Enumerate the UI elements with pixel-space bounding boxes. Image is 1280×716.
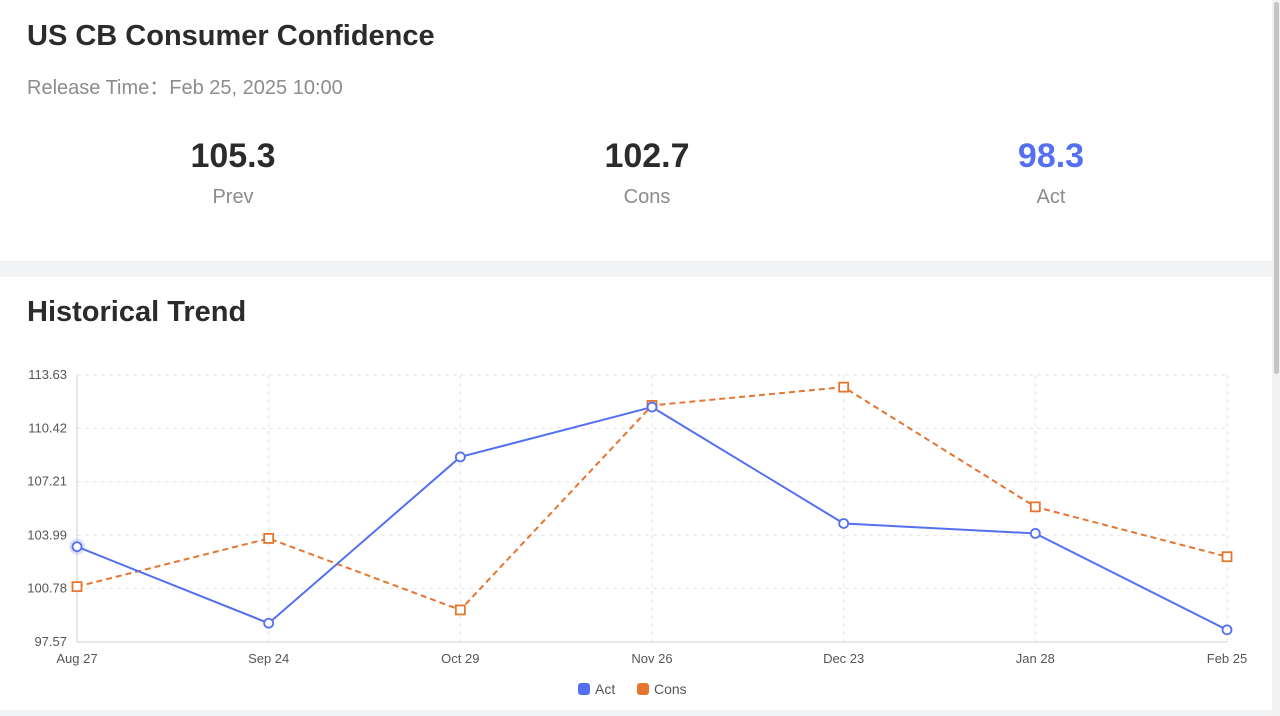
scrollbar[interactable] [1273, 0, 1280, 716]
trend-card [0, 277, 1272, 710]
summary-card [0, 0, 1272, 261]
y-tick-label: 103.99 [27, 527, 67, 542]
x-tick-label: Feb 25 [1207, 651, 1247, 666]
cons-value: 102.7 [604, 137, 690, 175]
point-act [71, 541, 83, 553]
x-tick-label: Jan 28 [1016, 651, 1055, 666]
y-tick-label: 107.21 [27, 474, 67, 489]
point-act [838, 518, 850, 529]
act-value: 98.3 [1017, 137, 1085, 175]
x-tick-label: Sep 24 [248, 651, 289, 666]
point-cons [838, 381, 850, 393]
y-tick-label: 100.78 [27, 581, 67, 596]
prev-label: Prev [212, 186, 254, 208]
point-cons [1029, 501, 1041, 513]
legend-swatch-cons[interactable] [637, 683, 649, 695]
point-cons [263, 533, 275, 544]
y-tick-label: 113.63 [28, 367, 67, 382]
x-tick-label: Dec 23 [823, 651, 864, 666]
section-title: Historical Trend [27, 296, 247, 328]
stat-act: 98.3 Act [941, 136, 1161, 209]
release-value: Feb 25, 2025 10:00 [169, 77, 343, 99]
point-act [646, 401, 658, 413]
page-title: US CB Consumer Confidence [27, 20, 435, 52]
y-tick-label: 97.57 [34, 634, 67, 649]
legend-label-cons[interactable]: Cons [654, 681, 687, 697]
legend-label-act[interactable]: Act [595, 681, 615, 697]
prev-value: 105.3 [190, 137, 276, 175]
point-act [263, 617, 275, 629]
point-cons [1221, 551, 1233, 563]
x-tick-label: Nov 26 [631, 651, 672, 666]
point-cons [71, 581, 83, 593]
point-act [454, 451, 466, 463]
point-act [1221, 624, 1233, 636]
x-tick-label: Oct 29 [441, 651, 479, 666]
point-act [1029, 528, 1041, 539]
release-time: Release Time：Feb 25, 2025 10:00 [27, 71, 343, 100]
scrollbar-thumb[interactable] [1274, 2, 1279, 374]
y-tick-label: 110.42 [28, 420, 67, 435]
x-tick-label: Aug 27 [56, 651, 97, 666]
stat-prev: 105.3 Prev [123, 136, 343, 209]
stat-cons: 102.7 Cons [537, 136, 757, 209]
release-label: Release Time： [27, 77, 170, 99]
cons-label: Cons [623, 186, 671, 208]
act-label: Act [1036, 186, 1066, 208]
point-cons [454, 604, 466, 616]
legend-swatch-act[interactable] [578, 683, 590, 695]
